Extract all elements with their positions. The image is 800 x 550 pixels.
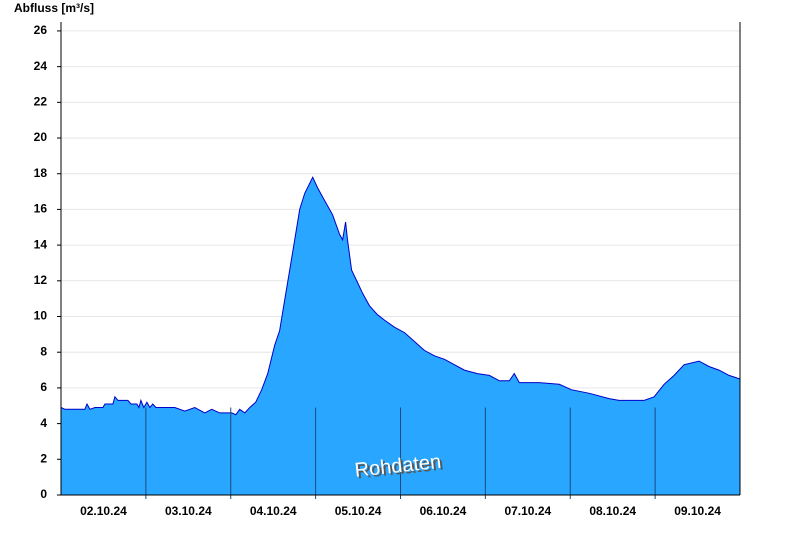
y-tick-label: 6 [40,380,47,394]
y-tick-label: 18 [34,166,48,180]
y-tick-label: 16 [34,202,48,216]
y-tick-label: 0 [40,487,47,501]
y-tick-label: 22 [34,94,48,108]
x-tick-label: 07.10.24 [504,504,551,518]
x-tick-label: 09.10.24 [674,504,721,518]
y-tick-label: 10 [34,309,48,323]
y-tick-label: 12 [34,273,48,287]
x-tick-label: 04.10.24 [250,504,297,518]
x-tick-label: 08.10.24 [589,504,636,518]
y-tick-label: 24 [34,59,48,73]
y-tick-label: 4 [40,416,47,430]
x-tick-label: 02.10.24 [80,504,127,518]
y-tick-label: 2 [40,451,47,465]
line [60,176,741,416]
y-tick-label: 26 [34,23,48,37]
y-tick-label: 14 [34,237,48,251]
y-tick-label: 20 [34,130,48,144]
x-tick-label: 03.10.24 [165,504,212,518]
y-axis-label: Abfluss [m³/s] [14,1,94,15]
x-tick-label: 05.10.24 [335,504,382,518]
y-tick-label: 8 [40,344,47,358]
x-tick-label: 06.10.24 [420,504,467,518]
